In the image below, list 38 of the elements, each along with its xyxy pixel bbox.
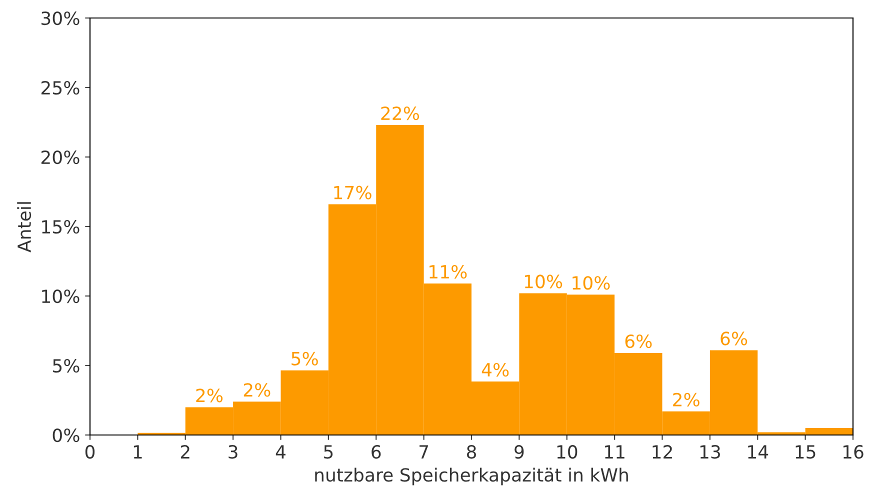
x-tick-label: 0: [85, 445, 95, 459]
y-tick-label: 0%: [52, 428, 80, 442]
y-tick-label: 20%: [41, 150, 80, 164]
data-label: 6%: [625, 334, 652, 348]
data-label: 22%: [381, 106, 420, 120]
data-label: 5%: [292, 352, 318, 366]
x-tick-label: 15: [796, 445, 816, 459]
data-label: 10%: [524, 274, 562, 288]
x-tick-label: 5: [324, 445, 333, 459]
x-tick-label: 10: [557, 445, 578, 459]
x-tick-label: 1: [134, 445, 142, 458]
data-label: 6%: [720, 332, 748, 346]
x-tick-label: 2: [180, 445, 190, 458]
x-axis-title: nutzbare Speicherkapazität in kWh: [315, 468, 628, 486]
x-tick-label: 11: [605, 445, 624, 458]
x-tick-label: 8: [466, 445, 476, 459]
x-tick-label: 14: [748, 445, 768, 458]
data-label: 10%: [572, 276, 610, 290]
y-tick-label: 30%: [42, 11, 80, 26]
y-tick-label: 15%: [42, 220, 80, 234]
y-tick-label: 10%: [42, 289, 80, 304]
data-label: 2%: [673, 392, 700, 406]
x-tick-label: 6: [372, 445, 381, 459]
data-label: 2%: [244, 383, 270, 397]
x-tick-label: 13: [700, 445, 720, 459]
x-tick-label: 4: [276, 445, 286, 458]
y-axis-title: Anteil: [17, 202, 32, 252]
data-label: 4%: [482, 362, 509, 377]
data-label: 11%: [430, 264, 467, 279]
x-tick-label: 16: [843, 445, 864, 459]
x-tick-label: 7: [420, 445, 428, 458]
data-label: 2%: [196, 388, 223, 402]
x-tick-label: 9: [514, 445, 524, 459]
data-label: 17%: [334, 186, 372, 200]
y-tick-label: 5%: [53, 358, 80, 373]
x-tick-label: 3: [228, 445, 238, 459]
y-tick-label: 25%: [41, 80, 80, 95]
x-tick-label: 12: [652, 445, 672, 458]
